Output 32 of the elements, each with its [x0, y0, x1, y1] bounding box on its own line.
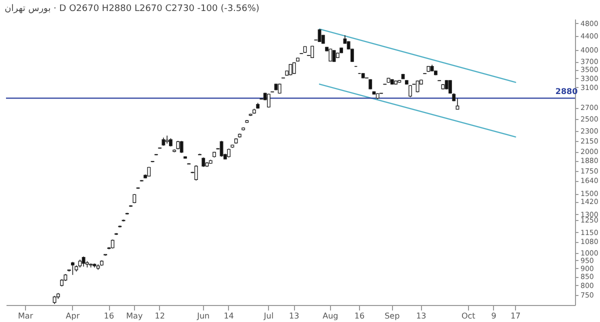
x-tick-label: Jul — [262, 312, 274, 320]
x-tick-label: 17 — [510, 312, 521, 320]
candlestick — [328, 48, 332, 62]
x-tick-label: May — [126, 312, 143, 320]
candlestick — [267, 93, 270, 108]
x-tick-label: 13 — [416, 312, 426, 320]
candlestick — [165, 135, 169, 144]
x-tick-label: 13 — [289, 312, 300, 320]
candlestick — [194, 164, 198, 181]
candlestick — [318, 28, 322, 42]
ref-line-label: 2880 — [555, 87, 578, 96]
candlestick — [70, 261, 74, 276]
x-tick-label: Mar — [18, 312, 34, 320]
x-tick-label: Apr — [66, 312, 80, 320]
x-tick-label: 9 — [491, 312, 496, 320]
candlestick — [444, 80, 448, 90]
chart-title: بورس تهران · D O2670 H2880 L2670 C2730 -100 (-3.56%) — [4, 4, 260, 14]
candlestick — [332, 50, 336, 62]
x-tick-label: 16 — [104, 312, 114, 320]
x-tick-label: Sep — [384, 312, 400, 320]
candlestick — [82, 256, 86, 268]
candlestick — [368, 78, 372, 90]
candlestick — [180, 140, 184, 154]
x-tick-label: 16 — [354, 312, 365, 320]
candlestick — [202, 157, 206, 168]
candlestick — [456, 98, 460, 110]
x-tick-label: 12 — [154, 312, 165, 320]
x-tick-label: Oct — [461, 312, 476, 320]
x-tick-label: Aug — [322, 312, 338, 320]
x-tick-label: Jun — [196, 312, 210, 320]
candlestick — [408, 84, 412, 98]
x-tick-label: 14 — [224, 312, 234, 320]
